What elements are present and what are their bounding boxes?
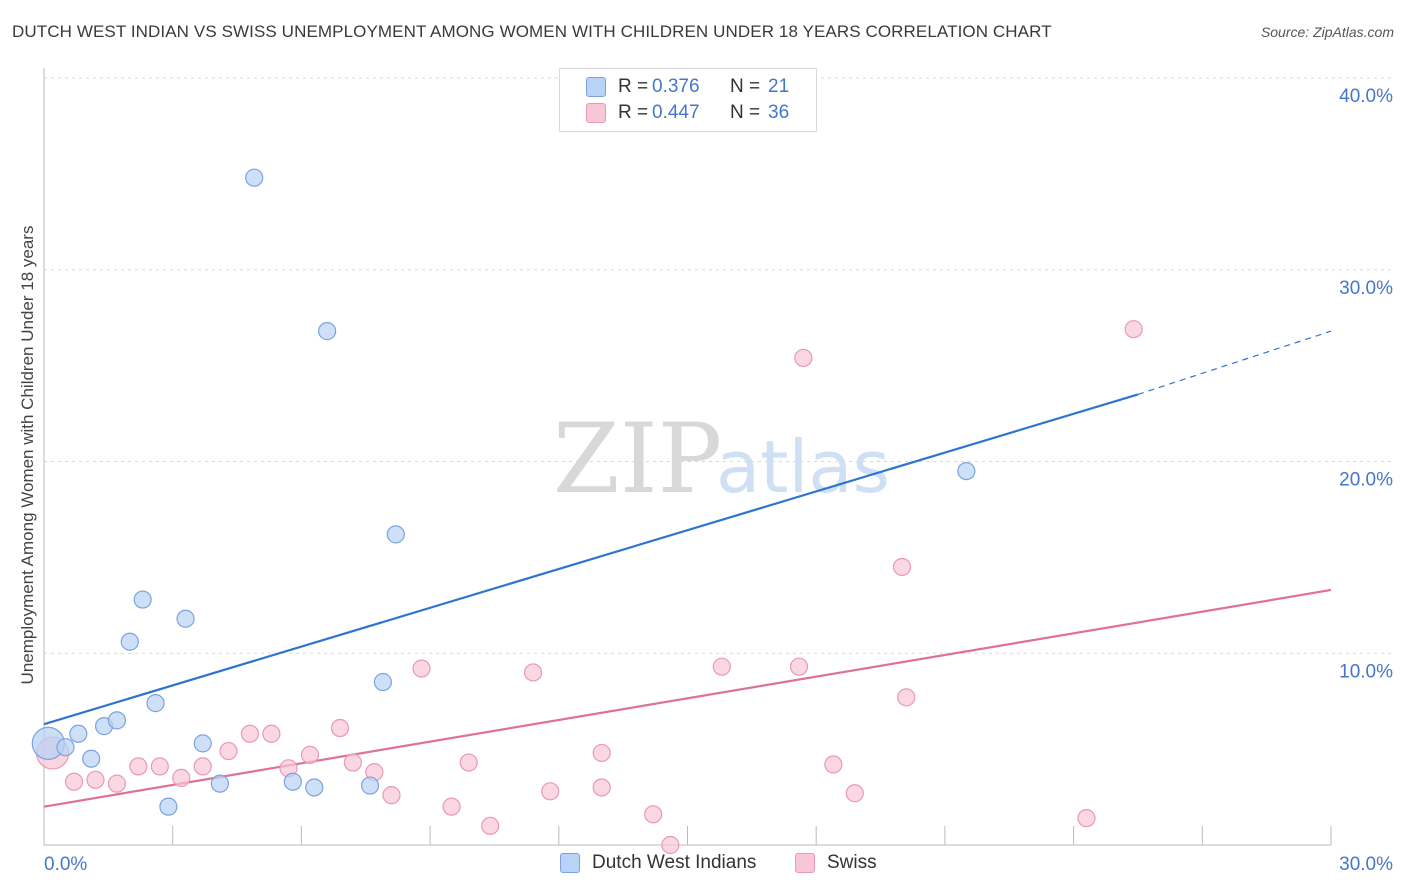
trendline-dutch-west-indians [43, 393, 1139, 726]
r-label: R = [618, 102, 649, 123]
data-point-dutch-west-indians [360, 776, 380, 795]
data-point-dutch-west-indians [305, 778, 324, 797]
y-axis-label: Unemployment Among Women with Children U… [18, 225, 37, 685]
r-label: R = [618, 76, 649, 97]
data-point-swiss [240, 724, 260, 743]
data-point-swiss [150, 757, 169, 776]
data-point-swiss [64, 772, 84, 791]
data-point-dutch-west-indians [107, 711, 127, 730]
data-point-swiss [262, 724, 281, 743]
data-point-swiss [107, 774, 127, 793]
data-point-dutch-west-indians [386, 525, 405, 544]
r-value: 0.447 [652, 102, 700, 123]
data-point-swiss [343, 753, 362, 772]
chart-title: DUTCH WEST INDIAN VS SWISS UNEMPLOYMENT … [12, 22, 1052, 41]
data-point-swiss [541, 782, 560, 801]
trend-lines [43, 330, 1332, 808]
data-point-swiss [412, 659, 431, 678]
data-point-dutch-west-indians [69, 724, 88, 743]
data-point-swiss [382, 786, 401, 805]
n-label: N = [730, 102, 761, 123]
n-value: 21 [768, 76, 790, 97]
x-tick-label-min: 0.0% [44, 854, 87, 875]
data-point-dutch-west-indians [373, 672, 393, 692]
data-point-swiss [1124, 320, 1143, 339]
data-point-swiss [794, 348, 813, 368]
legend-swatch-blue [560, 853, 580, 873]
data-point-swiss [193, 757, 212, 776]
data-point-dutch-west-indians [120, 632, 139, 651]
data-point-swiss [129, 757, 148, 776]
n-value: 36 [768, 102, 790, 123]
data-point-dutch-west-indians [957, 461, 976, 481]
data-point-swiss [845, 784, 864, 803]
y-tick-label: 30.0% [1339, 278, 1393, 299]
data-point-swiss [592, 743, 611, 763]
data-point-swiss [1077, 809, 1096, 828]
data-point-swiss [86, 770, 105, 789]
data-point-dutch-west-indians [82, 749, 101, 768]
data-point-swiss [789, 657, 809, 676]
data-point-swiss [481, 816, 500, 835]
data-point-dutch-west-indians [159, 797, 178, 816]
data-point-swiss [892, 557, 912, 577]
y-tick-label: 20.0% [1339, 470, 1393, 491]
legend-label: Dutch West Indians [592, 852, 757, 873]
r-value: 0.376 [652, 76, 700, 97]
data-point-dutch-west-indians [283, 772, 302, 791]
data-point-swiss [459, 753, 478, 772]
axes [43, 68, 1332, 846]
legend-swatch-pink [795, 853, 815, 873]
legend-swatch-pink [586, 103, 606, 123]
data-point-swiss [824, 755, 843, 774]
legend-label: Swiss [827, 852, 877, 873]
data-points [31, 168, 1143, 855]
data-point-dutch-west-indians [56, 738, 75, 757]
data-point-dutch-west-indians [193, 734, 212, 753]
data-point-swiss [442, 797, 461, 816]
data-point-swiss [661, 835, 680, 855]
data-point-swiss [644, 805, 663, 824]
source-label: Source: ZipAtlas.com [1260, 24, 1394, 40]
data-point-swiss [300, 745, 320, 764]
data-point-dutch-west-indians [318, 322, 337, 341]
data-point-swiss [897, 688, 916, 707]
trendline-extension [1137, 330, 1332, 395]
y-tick-label: 10.0% [1339, 661, 1393, 682]
legend-swatch-blue [586, 77, 606, 97]
data-point-swiss [330, 718, 350, 738]
data-point-dutch-west-indians [245, 168, 264, 187]
grid-lines [44, 77, 1393, 654]
n-label: N = [730, 76, 761, 97]
y-tick-label: 40.0% [1339, 86, 1393, 107]
data-point-dutch-west-indians [146, 694, 165, 713]
watermark-zip: ZIP [553, 403, 722, 515]
tick-labels: 10.0% 20.0% 30.0% 40.0% 0.0% 30.0% [44, 86, 1393, 875]
data-point-dutch-west-indians [133, 590, 152, 609]
data-point-swiss [219, 741, 238, 761]
data-point-swiss [712, 657, 731, 676]
trendline-swiss [43, 588, 1332, 808]
data-point-swiss [592, 778, 611, 797]
x-tick-label-max: 30.0% [1339, 854, 1393, 875]
correlation-legend: R = 0.376 N = 21 R = 0.447 N = 36 [559, 68, 817, 132]
data-point-dutch-west-indians [210, 774, 229, 793]
data-point-swiss [172, 768, 191, 787]
data-point-swiss [523, 663, 543, 682]
data-point-dutch-west-indians [176, 609, 195, 628]
